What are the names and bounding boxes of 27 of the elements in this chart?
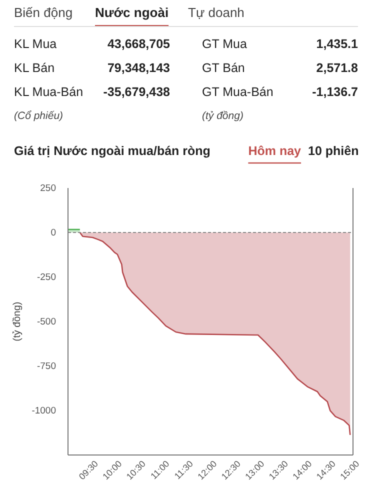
text: Biến động bbox=[14, 5, 73, 20]
y-tick-label: -500 bbox=[36, 316, 56, 328]
text: -1,136.7 bbox=[312, 85, 358, 99]
text: Tự doanh bbox=[188, 5, 244, 20]
text: GT Mua-Bán bbox=[202, 85, 274, 99]
chart-title: Giá trị Nước ngoài mua/bán ròng bbox=[14, 144, 210, 158]
text: KL Mua-Bán bbox=[14, 85, 84, 99]
text: GT Mua bbox=[202, 37, 247, 51]
text: (Cổ phiếu) bbox=[14, 110, 64, 122]
text: KL Bán bbox=[14, 61, 55, 75]
text: Nước ngoài bbox=[95, 5, 169, 20]
y-tick-label: -250 bbox=[36, 272, 56, 284]
text: 2,571.8 bbox=[316, 61, 358, 75]
y-tick-label: 0 bbox=[50, 228, 56, 239]
text: Hôm nay bbox=[248, 144, 302, 158]
text: GT Bán bbox=[202, 61, 245, 75]
text: 10 phiên bbox=[308, 144, 359, 158]
text: 1,435.1 bbox=[316, 37, 358, 51]
y-axis-title: (tỷ đồng) bbox=[12, 302, 23, 342]
y-tick-label: -750 bbox=[36, 361, 56, 372]
text: -35,679,438 bbox=[103, 85, 170, 99]
text: (tỷ đồng) bbox=[202, 110, 244, 122]
text: 79,348,143 bbox=[107, 61, 170, 75]
y-tick-label: -1000 bbox=[32, 406, 56, 417]
text: 43,668,705 bbox=[107, 37, 170, 51]
text: KL Mua bbox=[14, 37, 57, 51]
y-tick-label: 250 bbox=[40, 183, 56, 194]
